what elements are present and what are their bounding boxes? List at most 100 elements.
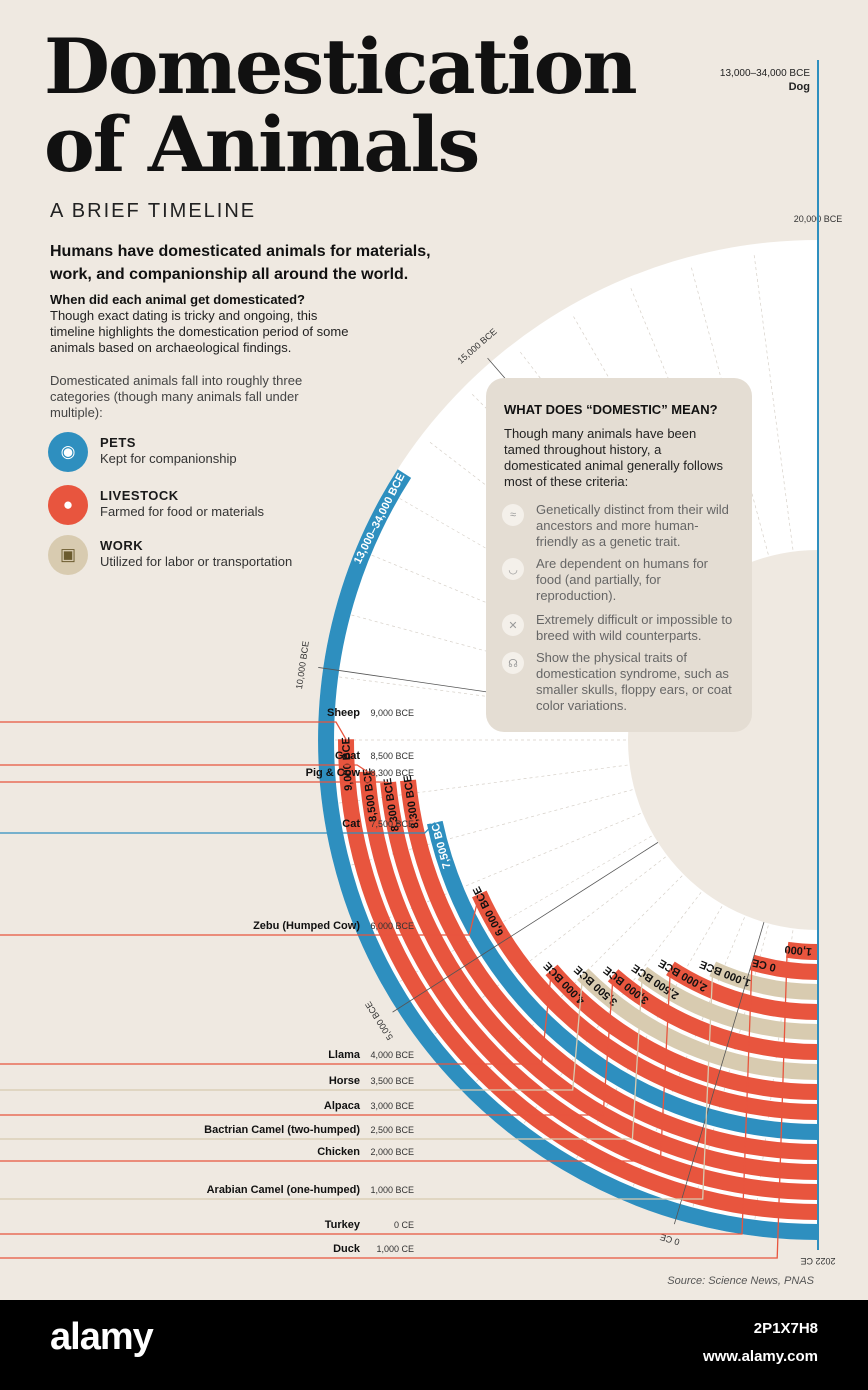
timeline-band: [337, 739, 819, 1220]
info-text: Though many animals have been tamed thro…: [504, 426, 723, 489]
meat-icon: ●: [48, 485, 88, 525]
category-name: WORK: [100, 538, 144, 553]
timeline-band: [607, 969, 819, 1060]
timeline-band: [359, 770, 819, 1200]
leader-line: [0, 968, 714, 1200]
axis-tick: [392, 842, 659, 1013]
domestic-definition-box: WHAT DOES “DOMESTIC” MEAN? Though many a…: [486, 378, 752, 732]
criterion-text: Are dependent on humans for food (and pa…: [536, 556, 709, 603]
watermark-footer: alamy 2P1X7H8 www.alamy.com: [0, 1300, 868, 1390]
timeline-band: [472, 890, 819, 1120]
animal-name-label: Zebu (Humped Cow): [253, 920, 360, 932]
grid-line: [753, 252, 819, 741]
leader-line: [0, 969, 553, 1065]
category-desc: Kept for companionship: [100, 451, 237, 466]
category-name: LIVESTOCK: [100, 488, 179, 503]
category-pets: ◉ PETS Kept for companionship: [48, 432, 328, 476]
animal-name-label: Sheep: [327, 707, 360, 719]
axis-tick-label: 15,000 BCE: [456, 326, 499, 365]
animal-date-label: 3,000 BCE: [370, 1101, 414, 1111]
animal-name-label: Alpaca: [324, 1100, 361, 1112]
leader-line: [0, 764, 368, 773]
animal-name-label: Duck: [333, 1243, 361, 1255]
alamy-logo: alamy: [50, 1316, 154, 1358]
timeline-band: [318, 469, 819, 1240]
animal-name-label: Pig & Cow: [306, 767, 361, 779]
tractor-icon: ▣: [48, 535, 88, 575]
timeline-band: [577, 968, 819, 1080]
categories-intro: Domesticated animals fall into roughly t…: [50, 373, 303, 420]
animal-date-label: 2,000 BCE: [370, 1147, 414, 1157]
animal-date-label: 6,000 BCE: [370, 921, 414, 931]
animal-date-label: 2,500 BCE: [370, 1125, 414, 1135]
page-subtitle: A BRIEF TIMELINE: [50, 200, 257, 222]
band-label: 9,000 BCE: [340, 737, 355, 791]
animal-date-label: 7,500 BCE: [370, 819, 414, 829]
dog-date-label: 13,000–34,000 BCE: [720, 68, 810, 79]
site-url: www.alamy.com: [702, 1348, 818, 1365]
category-desc: Utilized for labor or transportation: [100, 554, 293, 569]
leader-line: [0, 721, 347, 740]
axis-tick-label: 10,000 BCE: [294, 640, 311, 689]
timeline-band: [380, 781, 819, 1180]
animal-name-label: Arabian Camel (one-humped): [207, 1184, 361, 1196]
category-work: ▣ WORK Utilized for labor or transportat…: [48, 535, 328, 579]
timeline-band: [400, 779, 819, 1160]
question-answer: Though exact dating is tricky and ongoin…: [50, 308, 349, 355]
band-label: 0 CE: [751, 956, 778, 973]
cross-icon: ✕: [502, 614, 524, 636]
animal-date-label: 1,000 CE: [376, 1244, 414, 1254]
category-desc: Farmed for food or materials: [100, 504, 265, 519]
leader-line: [0, 973, 644, 1140]
ear-icon: ☊: [502, 652, 524, 674]
animal-name-label: Chicken: [317, 1146, 360, 1158]
animal-name-label: Horse: [329, 1075, 360, 1087]
page-title: Domestication of Animals: [44, 22, 638, 189]
animal-name-label: Goat: [335, 750, 360, 762]
source-note: Source: Science News, PNAS: [667, 1275, 814, 1287]
animal-name-label: Llama: [328, 1049, 361, 1061]
band-label: 1,000: [784, 943, 813, 958]
grid-line: [690, 264, 819, 741]
criterion-text: Extremely difficult or impossible to bre…: [536, 612, 733, 643]
animal-name-label: Bactrian Camel (two-humped): [204, 1124, 360, 1136]
question-heading: When did each animal get domesticated?: [50, 292, 305, 307]
criterion-text: Genetically distinct from their wild anc…: [536, 502, 729, 549]
leader-line: [0, 968, 672, 1162]
animal-name-label: Cat: [342, 818, 360, 830]
animal-date-label: 9,000 BCE: [370, 708, 414, 718]
leader-line: [0, 975, 614, 1116]
timeline-band: [545, 964, 819, 1100]
infographic: Domestication of Animals A BRIEF TIMELINE…: [0, 22, 843, 1287]
timeline-band: [666, 961, 819, 1020]
food-bowl-icon: ◡: [502, 558, 524, 580]
dna-icon: ≈: [502, 504, 524, 526]
leader-line: [0, 893, 480, 936]
axis-tick-label: 2022 CE: [800, 1256, 835, 1266]
animal-name-label: Turkey: [325, 1219, 361, 1231]
dog-name-label: Dog: [789, 81, 810, 93]
axis-tick-label: 5,000 BCE: [363, 1000, 395, 1042]
intro-headline: Humans have domesticated animals for mat…: [50, 243, 431, 283]
category-livestock: ● LIVESTOCK Farmed for food or materials: [48, 485, 328, 529]
animal-date-label: 8,300 BCE: [370, 768, 414, 778]
animal-date-label: 1,000 BCE: [370, 1185, 414, 1195]
info-title: WHAT DOES “DOMESTIC” MEAN?: [504, 402, 718, 417]
leader-line: [0, 949, 788, 1259]
leader-line: [0, 974, 584, 1091]
animal-date-label: 4,000 BCE: [370, 1050, 414, 1060]
criterion-text: Show the physical traits of domesticatio…: [536, 650, 732, 713]
leader-line: [0, 962, 753, 1235]
leader-line: [0, 822, 436, 834]
animal-date-label: 0 CE: [394, 1220, 414, 1230]
category-name: PETS: [100, 435, 136, 450]
collar-icon: ◉: [48, 432, 88, 472]
animal-date-label: 3,500 BCE: [370, 1076, 414, 1086]
timeline-band: [709, 961, 819, 1000]
animal-date-label: 8,500 BCE: [370, 751, 414, 761]
timeline-band: [637, 966, 819, 1040]
timeline-band: [426, 820, 819, 1140]
image-id: 2P1X7H8: [753, 1320, 818, 1337]
axis-tick: [673, 922, 765, 1225]
timeline-band: [749, 954, 819, 980]
